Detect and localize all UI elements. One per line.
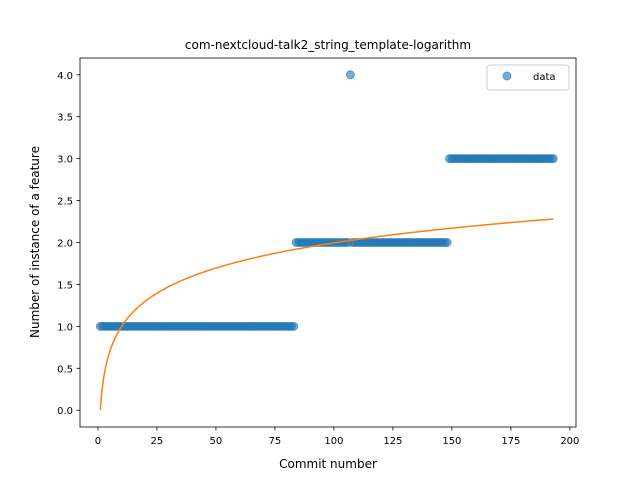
x-tick-label: 200 (560, 436, 579, 447)
y-tick-label: 2.0 (57, 239, 73, 250)
plot-marks (95, 70, 558, 411)
y-tick-label: 0.5 (57, 364, 73, 375)
y-axis-label: Number of instance of a feature (28, 146, 42, 338)
data-point (345, 70, 355, 80)
data-point (289, 321, 299, 331)
x-axis-label: Commit number (279, 457, 377, 471)
x-tick-label: 175 (501, 436, 520, 447)
x-tick-label: 150 (442, 436, 461, 447)
x-axis-ticks: 0 25 50 75 100 125 150 175 200 (95, 427, 579, 447)
y-tick-label: 4.0 (57, 71, 73, 82)
legend-label-data: data (533, 72, 556, 83)
y-tick-label: 1.5 (57, 280, 73, 291)
x-tick-label: 50 (210, 436, 223, 447)
y-tick-label: 2.5 (57, 197, 73, 208)
data-point (442, 238, 452, 247)
x-tick-label: 100 (324, 436, 343, 447)
y-tick-label: 3.0 (57, 155, 73, 166)
legend-marker-data (502, 71, 512, 81)
y-tick-label: 1.0 (57, 322, 73, 333)
x-tick-label: 75 (269, 436, 282, 447)
fit-curve-line (99, 218, 554, 411)
y-axis-ticks: 0.0 0.5 1.0 1.5 2.0 2.5 3.0 3.5 4.0 (57, 71, 80, 417)
x-tick-label: 0 (95, 436, 101, 447)
y-tick-label: 0.0 (57, 406, 73, 417)
y-tick-label: 3.5 (57, 113, 73, 124)
x-tick-label: 125 (383, 436, 402, 447)
legend: data (486, 64, 570, 91)
data-point (548, 154, 558, 164)
legend-box (486, 64, 570, 91)
x-tick-label: 25 (151, 436, 164, 447)
chart-title: com-nextcloud-talk2_string_template-loga… (185, 38, 471, 52)
